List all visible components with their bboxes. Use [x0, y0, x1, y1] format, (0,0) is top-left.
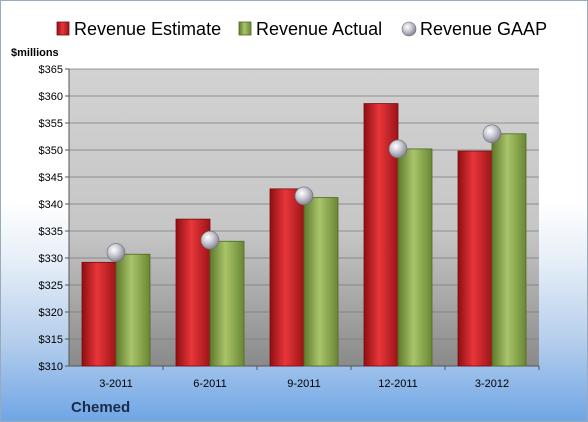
legend-label: Revenue GAAP: [420, 19, 547, 39]
bar-revenue-actual: [303, 197, 339, 367]
y-tick-label: $320: [39, 307, 63, 319]
x-tick-label: 3-2011: [99, 378, 132, 390]
marker-revenue-gaap: [200, 230, 220, 250]
y-axis-ticks: $310 $315 $320 $325 $330 $335 $340 $345 $350 $355…: [39, 64, 539, 373]
y-tick-label: $315: [39, 334, 63, 346]
legend-swatch-revenue-gaap: [401, 21, 417, 37]
company-name: Chemed: [71, 399, 130, 416]
y-tick-label: $365: [39, 64, 63, 76]
legend: Revenue Estimate Revenue Actual Revenue GA…: [56, 19, 547, 39]
marker-revenue-gaap: [106, 243, 126, 262]
gaap-markers: [106, 124, 502, 262]
y-tick-label: $340: [39, 199, 63, 211]
legend-swatch-revenue-actual: [238, 21, 252, 36]
bars: [81, 103, 527, 367]
y-tick-label: $345: [39, 172, 63, 184]
bar-revenue-actual: [115, 253, 151, 367]
legend-swatch-revenue-estimate: [56, 21, 70, 36]
y-tick-label: $310: [39, 361, 63, 373]
x-tick-label: 6-2011: [193, 378, 226, 390]
y-tick-label: $330: [39, 253, 63, 265]
y-axis-unit-label: $millions: [11, 47, 59, 59]
bar-revenue-estimate: [457, 150, 493, 367]
x-tick-label: 12-2011: [378, 378, 418, 390]
bar-revenue-estimate: [269, 188, 305, 367]
y-tick-label: $360: [39, 91, 63, 103]
y-tick-label: $350: [39, 145, 63, 157]
y-tick-label: $355: [39, 118, 63, 130]
legend-label: Revenue Estimate: [74, 19, 221, 39]
x-axis-ticks: 3-2011 6-2011 9-2011 12-2011 3-2012: [99, 366, 540, 390]
y-tick-label: $325: [39, 280, 63, 292]
bar-revenue-estimate: [81, 261, 117, 367]
marker-revenue-gaap: [482, 124, 502, 144]
x-tick-label: 3-2012: [475, 378, 509, 390]
bar-revenue-actual: [209, 240, 245, 367]
bar-revenue-actual: [491, 133, 527, 367]
marker-revenue-gaap: [388, 139, 408, 159]
bar-revenue-actual: [397, 148, 433, 367]
legend-label: Revenue Actual: [256, 19, 382, 39]
y-tick-label: $335: [39, 226, 63, 238]
marker-revenue-gaap: [294, 186, 314, 206]
x-tick-label: 9-2011: [287, 378, 320, 390]
